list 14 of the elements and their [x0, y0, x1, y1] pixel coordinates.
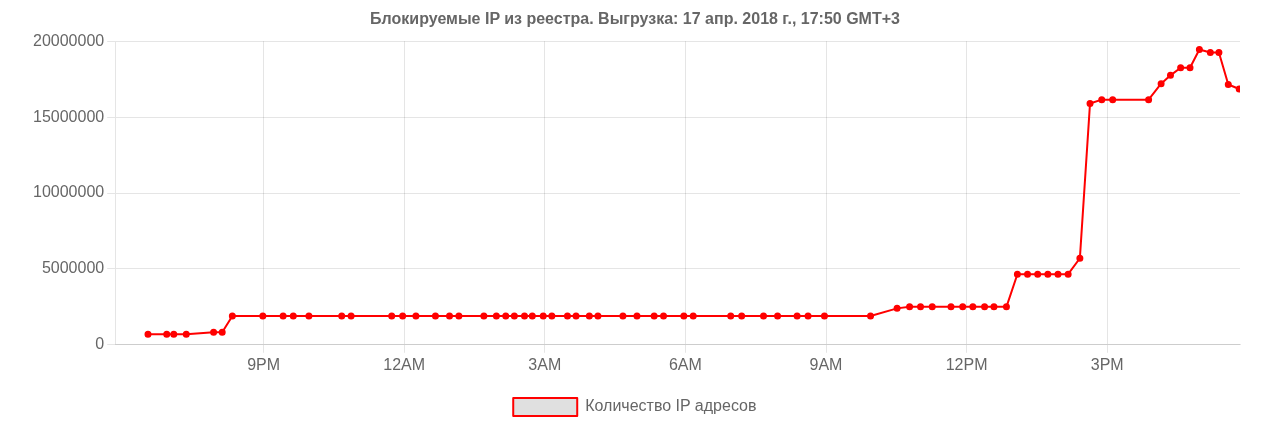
y-tick-label: 5000000	[41, 259, 105, 277]
x-tick-label: 12PM	[945, 355, 988, 373]
x-tick-label: 12AM	[383, 355, 426, 373]
x-tick-label: 3PM	[1090, 355, 1124, 373]
x-tick-label: 9AM	[809, 355, 843, 373]
x-tick-label: 6AM	[668, 355, 702, 373]
x-tick-label: 3AM	[528, 355, 562, 373]
y-tick-label: 15000000	[33, 107, 105, 125]
x-tick-label: 9PM	[247, 355, 281, 373]
y-tick-label: 10000000	[33, 183, 105, 201]
legend-label: Количество IP адресов	[585, 397, 757, 415]
y-tick-label: 20000000	[33, 31, 105, 49]
chart-title: Блокируемые IP из реестра. Выгрузка: 17 апр. 2018 г., 17:50 GMT+3	[370, 10, 901, 28]
y-tick-label: 0	[95, 335, 105, 353]
